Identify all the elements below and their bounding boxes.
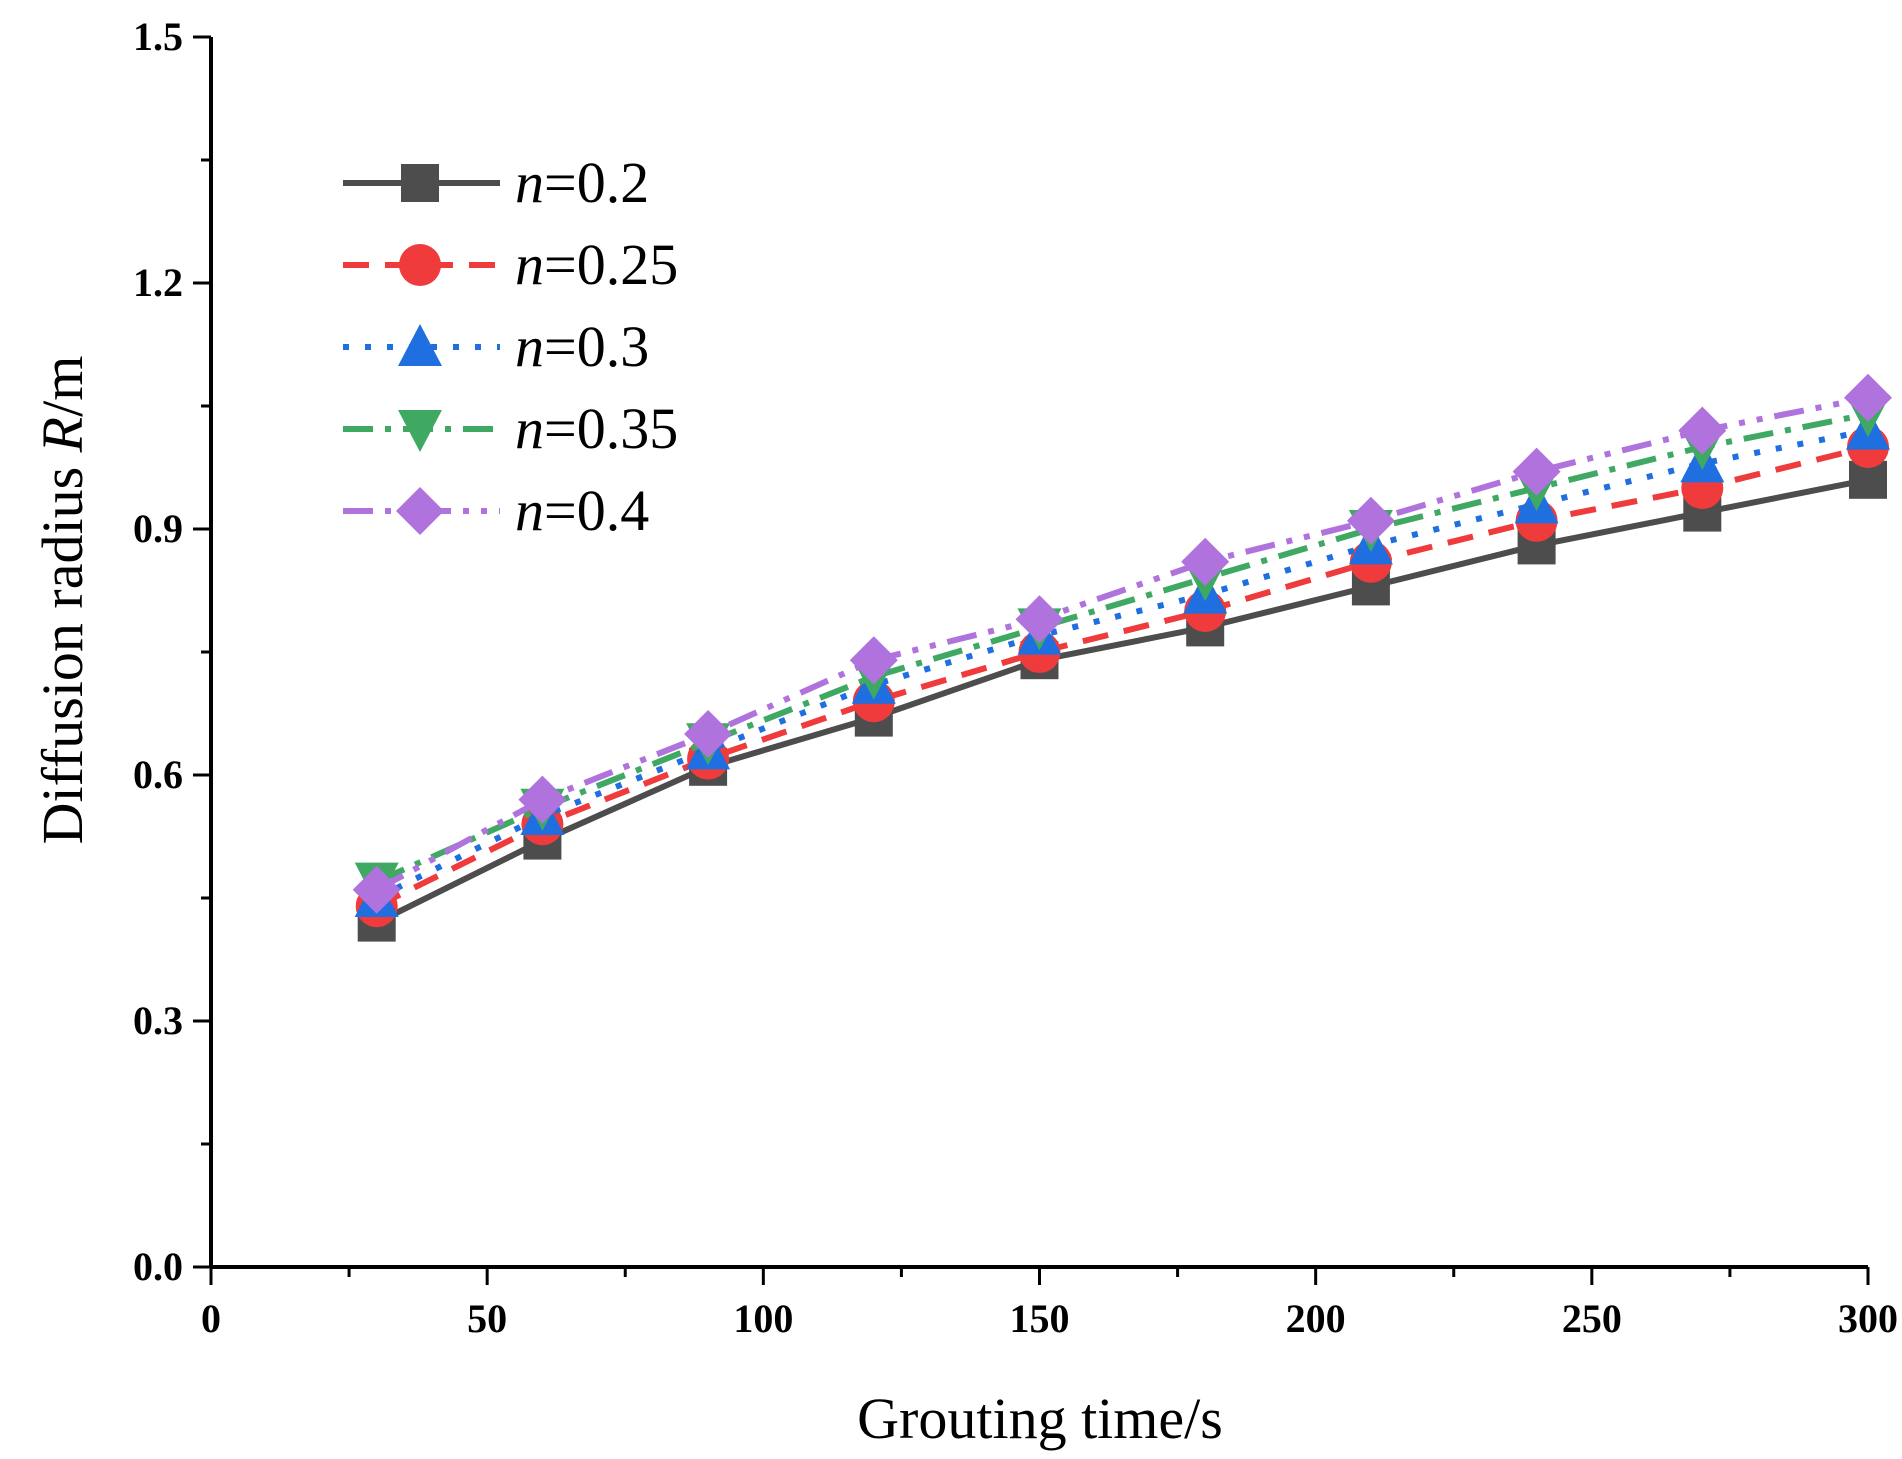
- y-axis-title-variable: R: [30, 417, 95, 453]
- axes: 0 50 100 150 200 250 300 0.0 0.3 0.6 0.9 1.2 1.5: [133, 14, 1898, 1341]
- y-tick-label: 0.9: [133, 506, 183, 551]
- legend-item: n=0.25: [343, 232, 678, 297]
- legend-marker: [398, 324, 442, 366]
- legend-value: =0.25: [544, 232, 678, 297]
- data-point: [1015, 595, 1064, 644]
- legend-label: n=0.4: [515, 478, 649, 543]
- series-line: [375, 476, 1869, 926]
- legend-label: n=0.3: [515, 314, 649, 379]
- data-point: [1844, 373, 1892, 422]
- series-n=0.2: [357, 460, 1887, 942]
- data-point: [684, 710, 733, 758]
- y-tick-label: 1.2: [133, 260, 183, 305]
- legend-variable: n: [515, 150, 544, 215]
- legend-variable: n: [515, 314, 544, 379]
- legend-value: =0.35: [544, 396, 678, 461]
- y-tick-label: 0.3: [133, 998, 183, 1043]
- x-tick-label: 0: [201, 1296, 221, 1341]
- series-layer: [352, 373, 1892, 942]
- x-axis-title: Grouting time/s: [857, 1386, 1223, 1451]
- y-axis-title-unit: /m: [30, 356, 95, 417]
- series-line: [375, 394, 1869, 893]
- data-point: [1346, 496, 1395, 545]
- legend: n=0.2n=0.25n=0.3n=0.35n=0.4: [343, 150, 678, 543]
- legend-item: n=0.2: [343, 150, 649, 215]
- legend-label: n=0.2: [515, 150, 649, 215]
- x-tick-label: 250: [1562, 1296, 1622, 1341]
- series-n=0.35: [354, 395, 1890, 905]
- x-tick-label: 200: [1286, 1296, 1346, 1341]
- y-tick-label: 0.6: [133, 752, 183, 797]
- data-point: [352, 865, 401, 914]
- legend-variable: n: [515, 396, 544, 461]
- data-point: [1678, 406, 1727, 455]
- legend-value: =0.3: [544, 314, 649, 379]
- legend-marker: [401, 164, 439, 202]
- legend-marker: [398, 410, 442, 452]
- series-line: [375, 444, 1869, 909]
- data-point: [518, 775, 567, 824]
- y-axis-title: Diffusion radius R/m: [30, 356, 95, 845]
- y-tick-label: 1.5: [133, 14, 183, 59]
- legend-variable: n: [515, 232, 544, 297]
- data-point: [1512, 447, 1561, 496]
- x-tick-label: 50: [467, 1296, 507, 1341]
- series-n=0.4: [352, 373, 1892, 914]
- legend-value: =0.4: [544, 478, 649, 543]
- series-line: [375, 411, 1869, 885]
- y-axis-title-prefix: Diffusion radius: [30, 452, 95, 844]
- x-tick-label: 300: [1838, 1296, 1898, 1341]
- legend-value: =0.2: [544, 150, 649, 215]
- legend-variable: n: [515, 478, 544, 543]
- legend-item: n=0.3: [343, 314, 649, 379]
- x-tick-label: 100: [733, 1296, 793, 1341]
- data-point: [1181, 537, 1230, 586]
- legend-marker: [399, 244, 441, 286]
- legend-label: n=0.35: [515, 396, 678, 461]
- y-tick-label: 0.0: [133, 1244, 183, 1289]
- legend-item: n=0.35: [343, 396, 678, 461]
- x-tick-label: 150: [1010, 1296, 1070, 1341]
- data-point: [849, 636, 898, 685]
- legend-marker: [396, 487, 444, 535]
- legend-item: n=0.4: [343, 478, 649, 543]
- legend-label: n=0.25: [515, 232, 678, 297]
